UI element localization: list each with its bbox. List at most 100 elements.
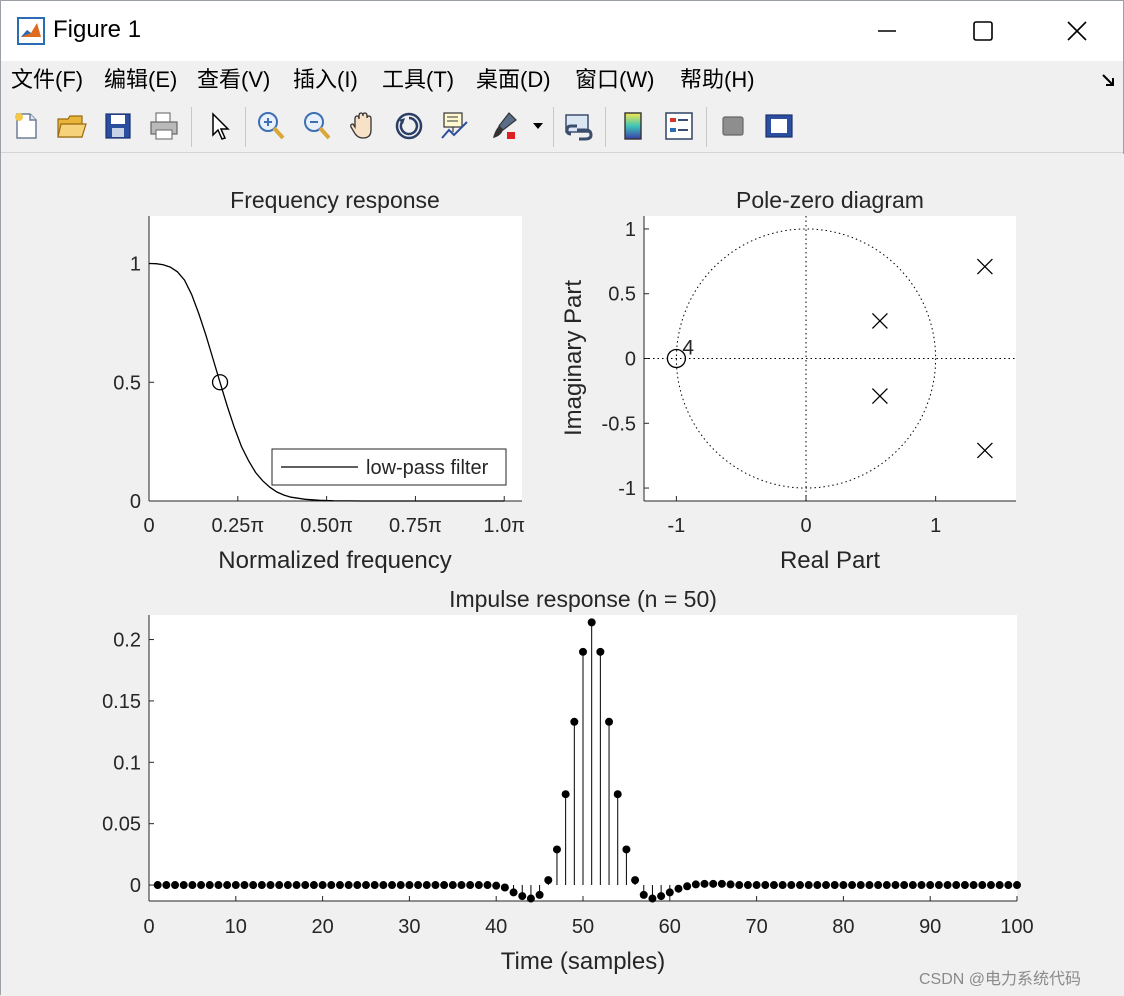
stem-marker [787,881,796,890]
zero-marker [666,348,687,369]
pole-marker [871,312,888,329]
x-tick-labels: 0 10 20 30 40 50 60 70 80 90 100 [143,916,1033,938]
menu-insert[interactable]: 插入(I) [293,67,358,92]
y-tick-labels: 00.51 [113,254,141,514]
edit-plot-button[interactable] [200,107,238,145]
stem-marker [700,879,709,888]
x-tick-label: 1 [930,515,941,537]
frequency-response-axes[interactable]: Frequency response 00.51 0 0.25π 0.50π 0.75… [113,187,525,574]
stem-marker [370,881,379,890]
x-tick-label: 0.75π [389,515,442,537]
hide-plot-tools-button[interactable] [714,107,752,145]
stem-marker [249,881,258,890]
link-plot-icon [565,114,593,141]
stem-marker [188,881,197,890]
close-button[interactable] [1031,1,1123,61]
stem-marker [205,881,214,890]
toolbar-separator [553,107,554,147]
stem-marker [283,881,292,890]
x-axis-label: Time (samples) [501,948,665,975]
pole-zero-axes[interactable]: Pole-zero diagram -1 -0.5 0 0.5 1 -1 0 1 4 Rea… [560,187,1016,574]
stem-marker [275,881,284,890]
stem-marker [726,880,735,889]
stem-marker [804,881,813,890]
x-tick-label: 0 [143,916,154,938]
stem-marker [674,884,683,893]
title-bar[interactable]: Figure 1 [1,1,1123,61]
y-tick-labels: 0 0.05 0.1 0.15 0.2 [102,630,141,897]
stem-marker [743,881,752,890]
toolbar-separator [605,107,606,147]
brush-icon [493,112,517,139]
stem-marker [344,881,353,890]
link-plot-button[interactable] [560,107,598,145]
chart-title: Frequency response [230,187,440,213]
menu-edit[interactable]: 编辑(E) [104,67,178,92]
stem-marker [1004,881,1013,890]
new-figure-icon [15,113,37,139]
print-button[interactable] [145,107,183,145]
toolbar-separator [706,107,707,147]
save-icon [105,113,131,139]
brush-dropdown-button[interactable] [527,107,549,145]
rotate-3d-button[interactable] [390,107,428,145]
impulse-response-axes[interactable]: Impulse response (n = 50) 0 0.05 0.1 0.15 0.… [102,586,1034,975]
stem-marker [544,876,553,885]
stem-marker [448,881,457,890]
new-figure-button[interactable] [7,107,45,145]
rotate-3d-icon [395,112,423,140]
pole-zero-marks: 4 [666,258,993,459]
stem-series [153,618,1021,903]
stem-marker [223,881,232,890]
stem-marker [717,879,726,888]
maximize-button[interactable] [937,1,1029,61]
minimize-button[interactable] [841,1,933,61]
stem-marker [535,890,544,899]
stem-marker [986,881,995,890]
plots-svg: Frequency response 00.51 0 0.25π 0.50π 0.75… [102,187,1034,975]
stem-marker [301,881,310,890]
show-plot-tools-button[interactable] [760,107,798,145]
stem-marker [769,881,778,890]
open-file-icon [57,115,87,138]
pan-button[interactable] [344,107,382,145]
stem-marker [969,881,978,890]
zoom-out-button[interactable] [298,107,336,145]
open-file-button[interactable] [53,107,91,145]
save-button[interactable] [99,107,137,145]
stem-marker [657,892,666,901]
legend[interactable]: low-pass filter [271,448,507,486]
hide-plot-tools-icon [722,116,744,136]
y-tick-label: -0.5 [602,413,636,435]
menu-window[interactable]: 窗口(W) [575,67,655,92]
stem-marker [440,881,449,890]
stem-marker [483,881,492,890]
watermark: CSDN @电力系统代码 [919,971,1082,988]
insert-colorbar-button[interactable] [614,107,652,145]
y-tick-labels: -1 -0.5 0 0.5 1 [602,219,636,500]
menu-help[interactable]: 帮助(H) [680,67,755,92]
insert-legend-button[interactable] [660,107,698,145]
menu-desktop[interactable]: 桌面(D) [476,67,551,92]
stem-marker [552,845,561,854]
brush-button[interactable] [484,107,522,145]
y-tick-label: 0.15 [102,691,141,713]
zoom-in-button[interactable] [252,107,290,145]
stem-marker [856,881,865,890]
pan-hand-icon [350,112,372,139]
y-tick-label: 0.5 [608,284,636,306]
stem-marker [466,881,475,890]
y-tick-label: -1 [618,478,636,500]
menu-view[interactable]: 查看(V) [197,67,271,92]
stem-marker [327,881,336,890]
menu-file[interactable]: 文件(F) [11,67,84,92]
menu-tools[interactable]: 工具(T) [382,67,455,92]
stem-marker [761,881,770,890]
stem-marker [874,881,883,890]
data-cursor-button[interactable] [436,107,474,145]
stem-marker [1013,881,1021,890]
dock-figure-icon[interactable] [1099,69,1119,91]
stem-marker [318,881,327,890]
x-tick-label: 0.25π [211,515,264,537]
x-tick-label: 10 [225,916,247,938]
